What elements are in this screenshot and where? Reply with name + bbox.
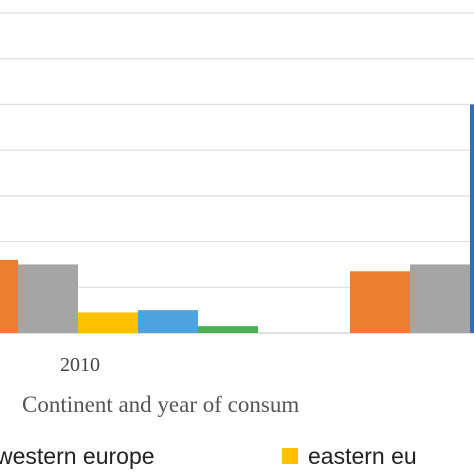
legend: western europe eastern eu bbox=[0, 438, 474, 474]
legend-label-western-europe: western europe bbox=[0, 442, 155, 469]
bar-series-0-cat-1 bbox=[350, 271, 410, 333]
legend-item-eastern-europe: eastern eu bbox=[282, 438, 417, 474]
legend-label-eastern-europe: eastern eu bbox=[308, 442, 417, 469]
bar-series-1-cat-0 bbox=[18, 264, 78, 333]
x-tick-label-2010: 2010 bbox=[60, 354, 100, 376]
legend-swatch-eastern-europe bbox=[282, 448, 298, 464]
bar-series-3-cat-0 bbox=[138, 310, 198, 333]
bar-series-2-cat-0 bbox=[78, 312, 138, 333]
bar-series-0-cat-0 bbox=[0, 259, 18, 333]
x-axis-title: Continent and year of consum bbox=[22, 392, 300, 417]
bar-series-5-cat-1 bbox=[470, 104, 474, 333]
bar-series-1-cat-1 bbox=[410, 264, 470, 333]
legend-item-western-europe: western europe bbox=[0, 438, 155, 474]
bar-series-4-cat-0 bbox=[198, 326, 258, 333]
